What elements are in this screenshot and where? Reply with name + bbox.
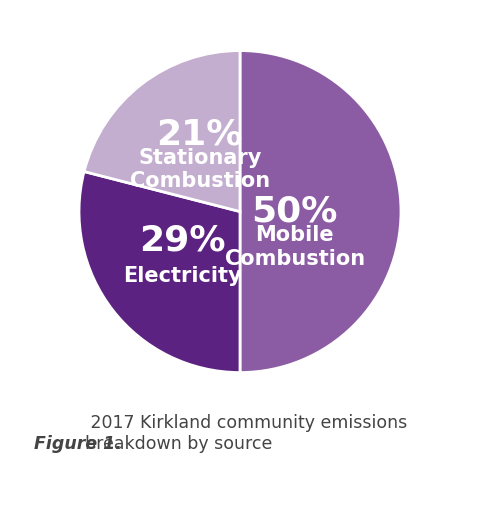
Text: Figure 1.: Figure 1. <box>34 435 121 453</box>
Text: 50%: 50% <box>252 195 338 229</box>
Text: Mobile
Combustion: Mobile Combustion <box>225 225 365 269</box>
Wedge shape <box>240 51 401 373</box>
Text: 2017 Kirkland community emissions
breakdown by source: 2017 Kirkland community emissions breakd… <box>85 414 407 453</box>
Text: 29%: 29% <box>139 223 225 257</box>
Wedge shape <box>79 171 240 373</box>
Wedge shape <box>84 51 240 212</box>
Text: 21%: 21% <box>156 117 243 151</box>
Text: Electricity: Electricity <box>123 266 241 286</box>
Text: Stationary
Combustion: Stationary Combustion <box>130 148 270 191</box>
